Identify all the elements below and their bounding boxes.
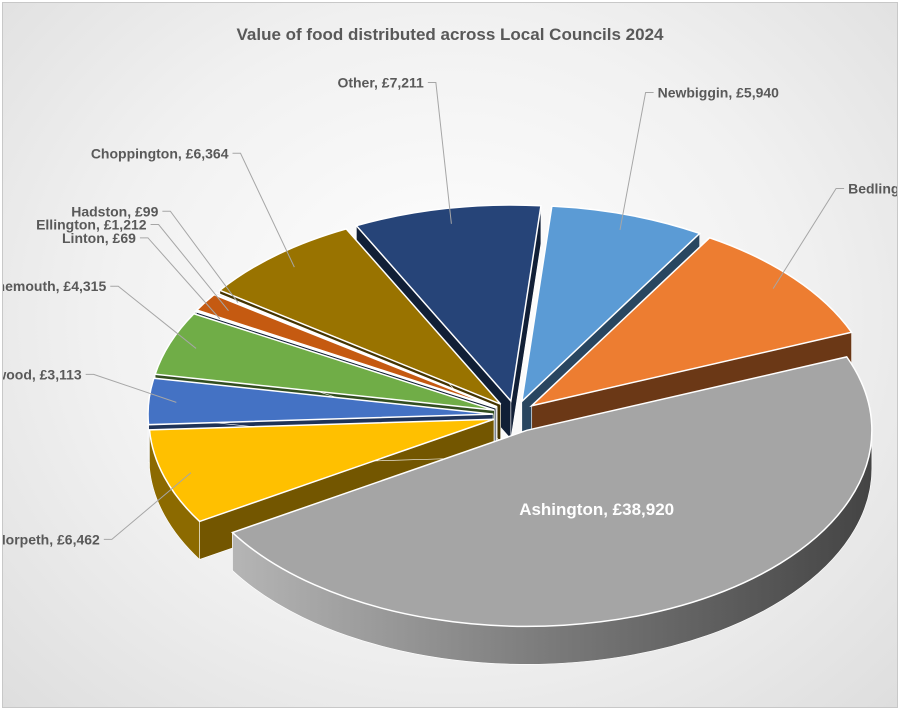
- label-lynemouth: Lynemouth, £4,315: [3, 278, 106, 294]
- leader-linton: [139, 237, 221, 320]
- slice-morpeth: [148, 418, 495, 523]
- label-choppington: Choppington, £6,364: [91, 145, 229, 161]
- label-pegswood: Pegswood, £3,113: [3, 366, 82, 382]
- slice-choppington: [218, 228, 502, 405]
- label-ashington: Ashington, £38,920: [519, 500, 674, 519]
- slice-pegswood: [147, 377, 494, 426]
- slice-newbiggin: [520, 205, 702, 404]
- slice-bedlington: [529, 236, 853, 408]
- slice-other: [355, 204, 542, 403]
- leader-morpeth: [103, 472, 192, 540]
- label-newbiggin: Newbiggin, £5,940: [658, 84, 780, 100]
- leader-ellington: [150, 223, 229, 311]
- leader-choppington: [232, 152, 295, 268]
- label-ellington: Ellington, £1,212: [36, 216, 147, 232]
- leader-bedlington: [772, 187, 845, 289]
- leader-lynemouth: [110, 285, 197, 349]
- label-linton: Linton, £69: [62, 230, 136, 246]
- label-morpeth: Morpeth, £6,462: [3, 531, 100, 547]
- chart-title: Value of food distributed across Local C…: [236, 25, 664, 44]
- slice-ashington: [231, 356, 873, 628]
- label-hadston: Hadston, £99: [71, 203, 158, 219]
- leader-hadston: [162, 210, 239, 303]
- leader-other: [427, 82, 452, 224]
- label-other: Other, £7,211: [337, 75, 424, 91]
- label-bedlington: Bedlington, £8,432: [848, 180, 898, 196]
- leader-pegswood: [85, 373, 177, 403]
- slice-lynemouth: [154, 312, 495, 411]
- pie-chart: Newbiggin, £5,940 Bedlington, £8,432 Ashin…: [3, 75, 898, 665]
- leader-newbiggin: [619, 91, 654, 231]
